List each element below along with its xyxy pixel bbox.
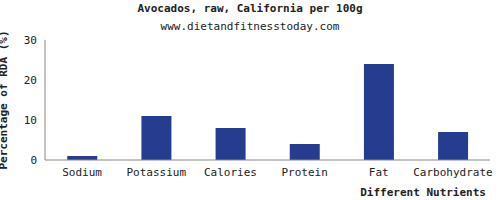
svg-text:Different Nutrients: Different Nutrients — [360, 186, 486, 199]
svg-text:20: 20 — [24, 74, 37, 87]
svg-text:Calories: Calories — [204, 166, 257, 179]
svg-text:10: 10 — [24, 114, 37, 127]
svg-text:0: 0 — [30, 154, 37, 167]
html-text:www.dietandfitnesstoday.com: www.dietandfitnesstoday.com — [160, 20, 340, 33]
svg-text:Sodium: Sodium — [62, 166, 102, 179]
svg-text:30: 30 — [24, 34, 37, 47]
svg-text:Potassium: Potassium — [126, 166, 186, 179]
svg-text:Carbohydrate: Carbohydrate — [413, 166, 492, 179]
svg-text:Fat: Fat — [369, 166, 389, 179]
svg-text:Protein: Protein — [281, 166, 327, 179]
svg-text:Percentage of RDA (%): Percentage of RDA (%) — [0, 30, 10, 169]
html-text:Avocados, raw, California per: Avocados, raw, California per 100g — [137, 2, 363, 15]
